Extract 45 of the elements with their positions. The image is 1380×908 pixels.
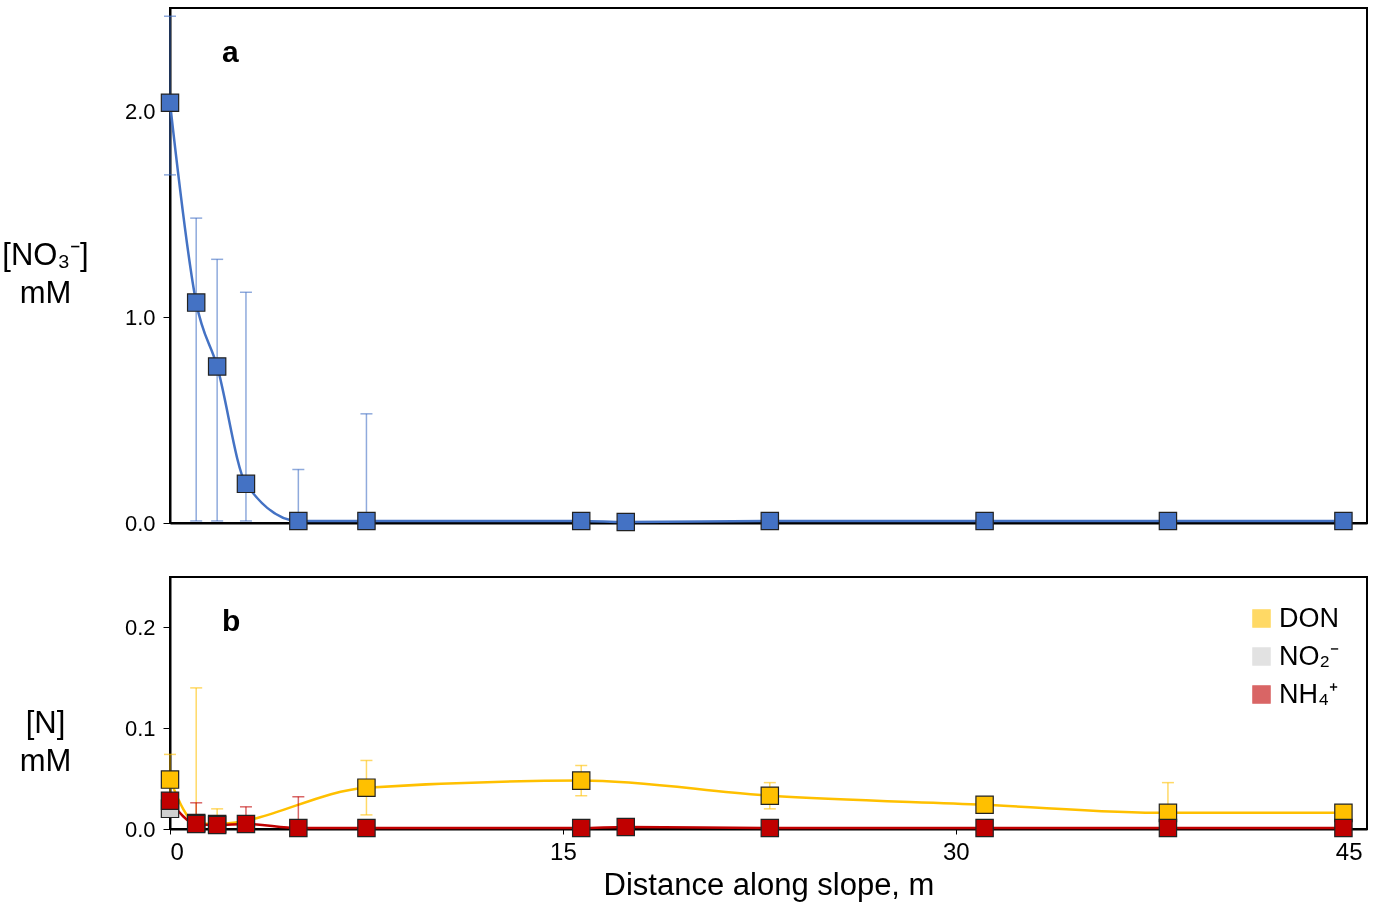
x-tick-label: 45 (1335, 837, 1363, 865)
point (160, 93, 180, 113)
point (1334, 818, 1353, 838)
y-tick-label: 0.1 (124, 715, 156, 741)
point (1158, 818, 1178, 838)
point (186, 293, 206, 312)
annotation: b (222, 604, 241, 637)
y-tick-label: 2.0 (124, 98, 156, 124)
y-tick-label: 0.0 (124, 816, 156, 842)
point (357, 818, 376, 838)
x-tick-label: 0 (170, 837, 184, 865)
point (160, 791, 180, 811)
x-axis-title: Distance along slope, m (603, 866, 935, 902)
point (571, 818, 591, 838)
point (975, 795, 994, 815)
point (760, 818, 780, 838)
point (760, 511, 780, 531)
point (207, 357, 227, 376)
point (289, 818, 308, 838)
point (236, 814, 256, 834)
point (616, 512, 636, 532)
x-tick-label: 30 (942, 837, 970, 865)
y-tick-label: 0.2 (124, 614, 156, 640)
point (760, 786, 780, 805)
point (571, 771, 591, 790)
point (571, 511, 591, 531)
point (357, 511, 376, 531)
legend-label: NH₄⁺ (1279, 678, 1339, 709)
y-axis-title: [NO₃⁻] mM (2, 236, 89, 310)
point (236, 474, 256, 494)
point (975, 511, 994, 531)
y-axis-title: [N] mM (19, 704, 72, 778)
y-tick-label: 1.0 (124, 304, 156, 330)
legend-label: NO₂⁻ (1279, 640, 1339, 671)
point (357, 778, 376, 797)
point (616, 817, 636, 837)
legend-label: DON (1279, 602, 1339, 633)
point (1158, 511, 1178, 531)
y-tick-label: 0.0 (124, 510, 156, 536)
point (975, 818, 994, 838)
point (160, 770, 180, 789)
point (289, 511, 308, 531)
point (1334, 511, 1353, 531)
x-tick-label: 15 (550, 837, 577, 865)
annotation: a (222, 35, 239, 68)
